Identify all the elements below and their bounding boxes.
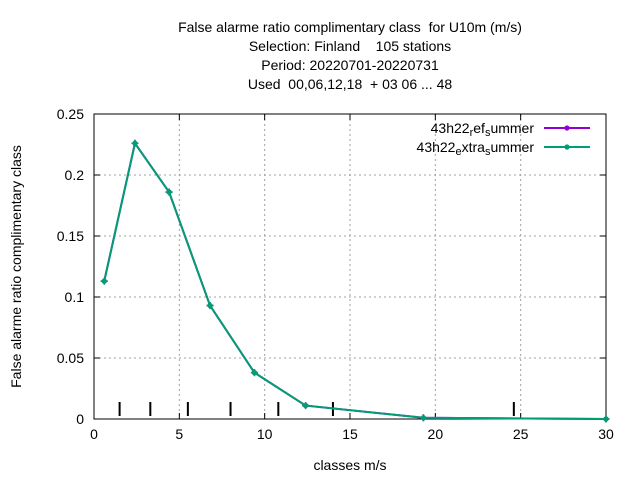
legend-marker xyxy=(564,125,570,131)
x-tick-label: 20 xyxy=(428,426,444,442)
y-tick-label: 0.05 xyxy=(57,350,84,366)
x-tick-label: 25 xyxy=(513,426,529,442)
y-tick-label: 0.15 xyxy=(57,228,84,244)
data-point xyxy=(302,402,310,410)
title-line: Used 00,06,12,18 + 03 06 ... 48 xyxy=(248,76,453,92)
data-point xyxy=(250,369,258,377)
data-point xyxy=(419,414,427,422)
x-tick-label: 5 xyxy=(175,426,183,442)
x-axis-label: classes m/s xyxy=(313,457,386,473)
series-0 xyxy=(100,139,610,423)
legend-label: 43h22refsummer xyxy=(431,120,535,139)
x-tick-label: 30 xyxy=(598,426,614,442)
chart-title: False alarme ratio complimentary class f… xyxy=(178,19,522,92)
x-tick-label: 0 xyxy=(90,426,98,442)
x-tick-label: 15 xyxy=(342,426,358,442)
series xyxy=(100,139,610,423)
title-line: False alarme ratio complimentary class f… xyxy=(178,19,522,35)
legend-entry: 43h22refsummer xyxy=(431,120,590,139)
legend-entry: 43h22extrasummer xyxy=(417,139,590,158)
x-tick-label: 10 xyxy=(257,426,273,442)
data-point xyxy=(206,302,214,310)
y-tick-label: 0.25 xyxy=(57,106,84,122)
data-point xyxy=(100,277,108,285)
axis-ticks: 0 5 10 15 20 25 30 0 0.05 0.1 0.15 0.2 0.25 xyxy=(57,106,614,442)
y-axis-label: False alarme ratio complimentary class xyxy=(8,145,24,388)
title-line: Period: 20220701-20220731 xyxy=(261,57,439,73)
data-point xyxy=(131,139,139,147)
class-markers xyxy=(118,402,515,416)
legend-marker xyxy=(564,144,570,150)
data-point xyxy=(602,415,610,423)
legend-label: 43h22extrasummer xyxy=(417,139,535,158)
y-tick-label: 0 xyxy=(76,411,84,427)
y-tick-label: 0.2 xyxy=(65,167,85,183)
series-line xyxy=(103,140,607,420)
y-tick-label: 0.1 xyxy=(65,289,85,305)
grid xyxy=(94,114,606,419)
series-1 xyxy=(100,139,610,423)
data-point xyxy=(165,188,173,196)
title-line: Selection: Finland 105 stations xyxy=(249,38,451,54)
